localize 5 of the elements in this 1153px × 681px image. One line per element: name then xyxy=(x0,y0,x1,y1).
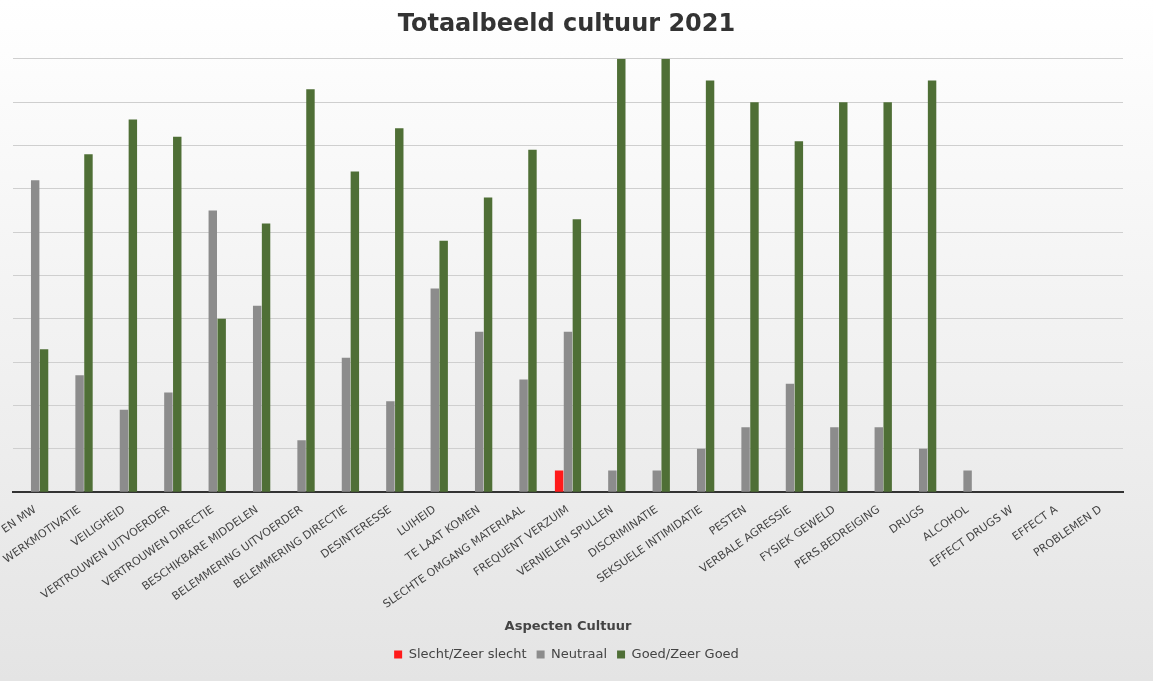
legend-label: Goed/Zeer Goed xyxy=(631,645,739,661)
chart-title: Totaalbeeld cultuur 2021 xyxy=(397,8,736,37)
legend-label: Neutraal xyxy=(551,645,608,661)
legend-label: Slecht/Zeer slecht xyxy=(408,645,527,661)
x-axis-title: Aspecten Cultuur xyxy=(504,617,632,633)
